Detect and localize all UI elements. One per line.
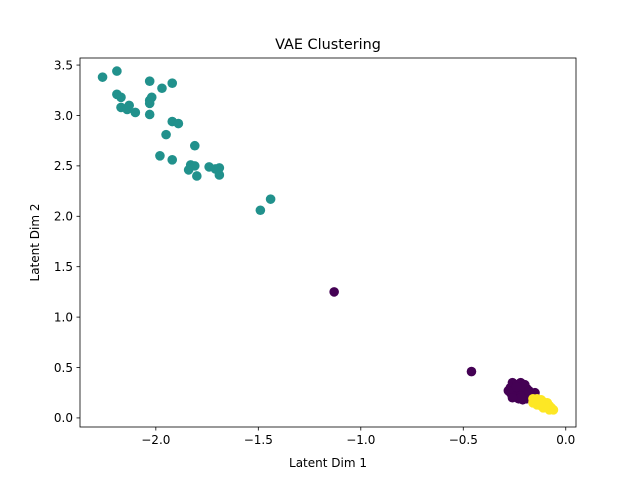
y-axis-ticks: 0.0 0.5 1.0 1.5 2.0 2.5 3.0 3.5 [54, 58, 80, 425]
x-tick-label: −0.5 [449, 433, 478, 447]
data-point [524, 385, 534, 396]
data-point [265, 194, 276, 204]
data-point [144, 98, 155, 109]
data-point [189, 140, 200, 151]
data-point [255, 205, 266, 216]
y-tick-label: 2.0 [54, 210, 73, 224]
chart-title: VAE Clustering [275, 37, 381, 53]
x-tick-label: −1.5 [244, 433, 273, 447]
x-tick-label: −1.0 [346, 433, 375, 447]
data-point [515, 392, 526, 403]
x-tick-label: −2.0 [141, 433, 170, 447]
axes-frame [79, 57, 577, 428]
x-tick-label: 0.0 [556, 433, 575, 447]
data-point [116, 92, 126, 103]
data-point [528, 398, 538, 408]
x-axis-label: Latent Dim 1 [289, 456, 367, 470]
points-layer [97, 66, 559, 415]
x-axis-ticks: −2.0 −1.5 −1.0 −0.5 0.0 [141, 427, 575, 447]
data-point [144, 76, 155, 86]
data-point [167, 78, 178, 88]
y-tick-label: 1.0 [54, 310, 73, 324]
y-tick-label: 3.0 [54, 109, 73, 123]
data-point [144, 109, 155, 120]
y-axis-label: Latent Dim 2 [28, 204, 42, 282]
data-point [157, 83, 167, 94]
y-tick-label: 0.0 [54, 411, 73, 425]
y-tick-label: 3.5 [54, 58, 73, 72]
data-point [507, 392, 518, 403]
y-tick-label: 2.5 [54, 159, 73, 173]
data-point [97, 72, 108, 82]
data-point [183, 165, 194, 175]
y-tick-label: 0.5 [54, 361, 73, 375]
data-point [112, 66, 122, 76]
data-point [161, 129, 171, 140]
data-point [155, 151, 165, 161]
data-point [329, 287, 339, 297]
data-point [466, 366, 477, 377]
data-point [124, 100, 134, 111]
data-point [503, 385, 514, 396]
y-tick-label: 1.5 [54, 260, 73, 274]
data-point [167, 155, 178, 165]
data-point [511, 381, 522, 392]
data-point [130, 107, 141, 118]
data-point [214, 170, 225, 180]
data-point [214, 163, 225, 173]
data-point [173, 118, 184, 129]
data-point [536, 399, 546, 409]
data-point [192, 171, 202, 181]
